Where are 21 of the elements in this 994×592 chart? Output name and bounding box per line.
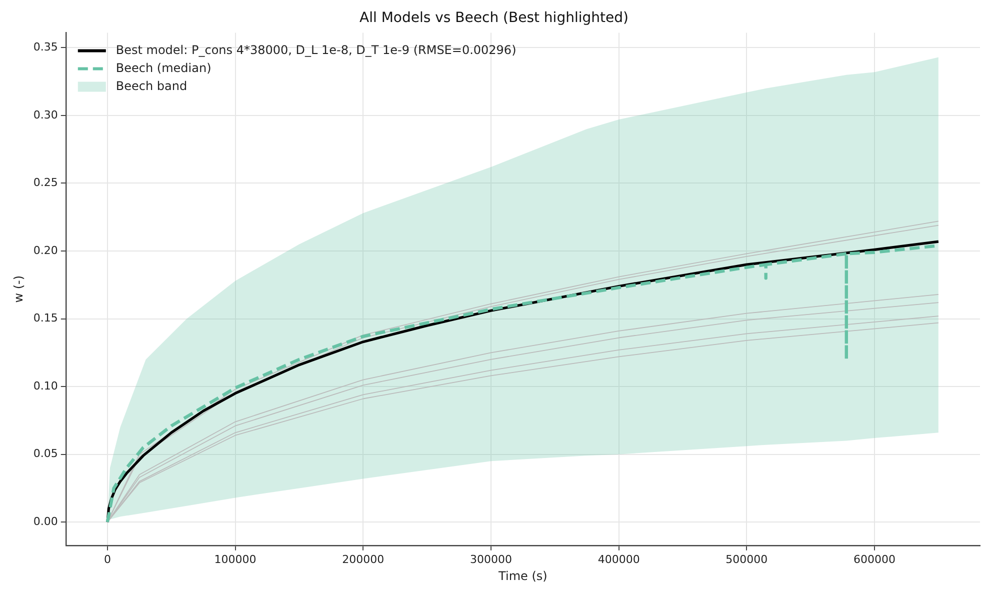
x-axis-title: Time (s)	[498, 568, 548, 583]
y-tick-label: 0.05	[33, 447, 58, 460]
y-tick-label: 0.35	[33, 40, 58, 54]
y-tick-label: 0.20	[33, 244, 58, 257]
y-tick-label: 0.25	[33, 176, 58, 190]
x-tick-label: 200000	[342, 552, 384, 566]
y-axis-title: w (-)	[11, 275, 26, 303]
x-tick-label: 100000	[214, 552, 256, 566]
x-tick-label: 0	[104, 552, 111, 566]
y-tick-label: 0.15	[33, 312, 58, 325]
legend-label: Best model: P_cons 4*38000, D_L 1e-8, D_T 1e-9 (RMSE=0.00296)	[116, 42, 516, 57]
x-tick-label: 600000	[854, 552, 896, 566]
y-tick-label: 0.00	[33, 514, 58, 528]
legend-label: Beech band	[116, 78, 188, 93]
y-tick-label: 0.10	[33, 379, 58, 392]
y-tick-label: 0.30	[33, 108, 58, 122]
x-tick-label: 300000	[470, 552, 512, 566]
x-tick-label: 400000	[598, 552, 640, 566]
legend-label: Beech (median)	[116, 60, 212, 75]
chart-title: All Models vs Beech (Best highlighted)	[360, 10, 628, 26]
x-tick-label: 500000	[726, 552, 768, 566]
